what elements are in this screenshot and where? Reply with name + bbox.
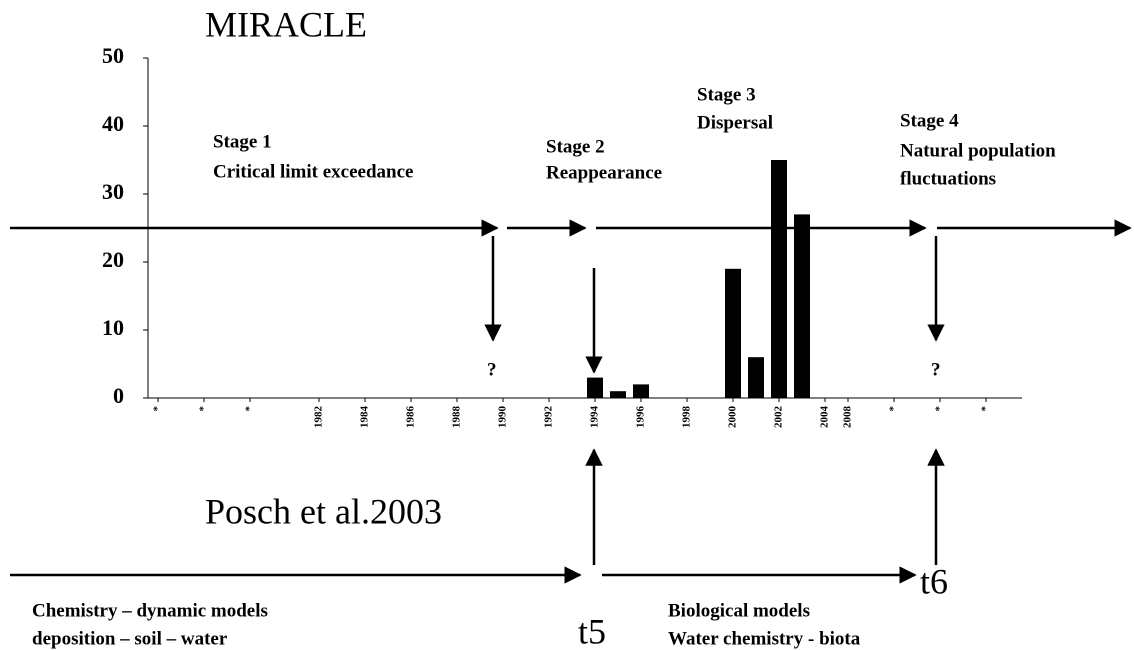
bar [610,391,626,398]
annotation: Critical limit exceedance [213,161,413,182]
x-tick-label: 2000 [727,406,739,429]
annotation: Posch et al.2003 [205,491,442,531]
annotation: t5 [578,611,606,650]
annotation: Stage 3 [697,84,756,105]
annotation: Stage 4 [900,110,959,131]
x-tick-label: * [888,406,900,412]
annotation: ? [487,359,497,380]
x-tick-label: 1994 [589,406,601,429]
annotation: Dispersal [697,112,773,133]
x-tick-label: 1986 [405,406,417,429]
x-tick-label: * [152,406,164,412]
y-tick-label: 0 [113,383,124,408]
bar [725,268,741,398]
x-tick-label: 1996 [635,406,647,429]
y-tick-label: 30 [102,179,124,204]
bar [748,357,764,398]
arrows [10,219,1132,584]
x-tick-label: * [980,406,992,412]
annotation: Stage 1 [213,131,272,152]
bar [633,384,649,398]
x-tick-label: 2002 [773,406,785,429]
annotation: t6 [920,561,948,601]
annotation: Reappearance [546,162,662,183]
x-tick-label: 1984 [359,406,371,429]
annotation: ? [931,359,941,380]
annotation: Stage 2 [546,136,605,157]
annotation: deposition – soil – water [32,628,228,649]
chart-title: MIRACLE [205,4,367,44]
y-tick-label: 10 [102,315,124,340]
annotation: Chemistry – dynamic models [32,600,268,621]
bar [587,377,603,398]
x-tick-label: 2008 [842,406,854,429]
bar [771,160,787,398]
x-tick-label: * [198,406,210,412]
y-tick-label: 20 [102,247,124,272]
annotation: fluctuations [900,168,996,189]
annotation: Water chemistry - biota [668,628,861,649]
bar [794,214,810,398]
annotation: Biological models [668,600,810,621]
x-tick-label: 1992 [543,406,555,429]
y-tick-label: 40 [102,111,124,136]
y-tick-label: 50 [102,43,124,68]
x-tick-label: 1990 [497,406,509,429]
x-tick-label: 1998 [681,406,693,429]
annotation: Natural population [900,140,1056,161]
x-tick-label: * [244,406,256,412]
x-tick-label: 1988 [451,406,463,429]
x-tick-label: 2004 [819,406,831,429]
x-tick-label: * [934,406,946,412]
x-tick-label: 1982 [313,406,325,429]
